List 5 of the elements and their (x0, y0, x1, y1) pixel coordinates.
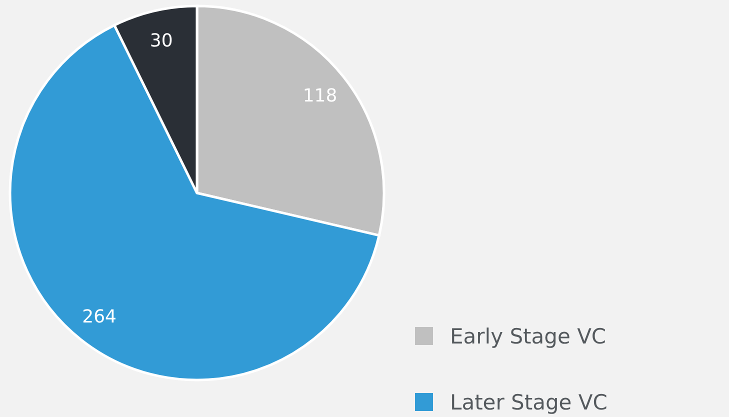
legend-label: Later Stage VC (450, 390, 608, 414)
data-label: 118 (302, 86, 338, 107)
legend-label: Early Stage VC (450, 324, 606, 348)
data-label: 30 (150, 30, 173, 52)
data-label: 264 (82, 306, 117, 328)
